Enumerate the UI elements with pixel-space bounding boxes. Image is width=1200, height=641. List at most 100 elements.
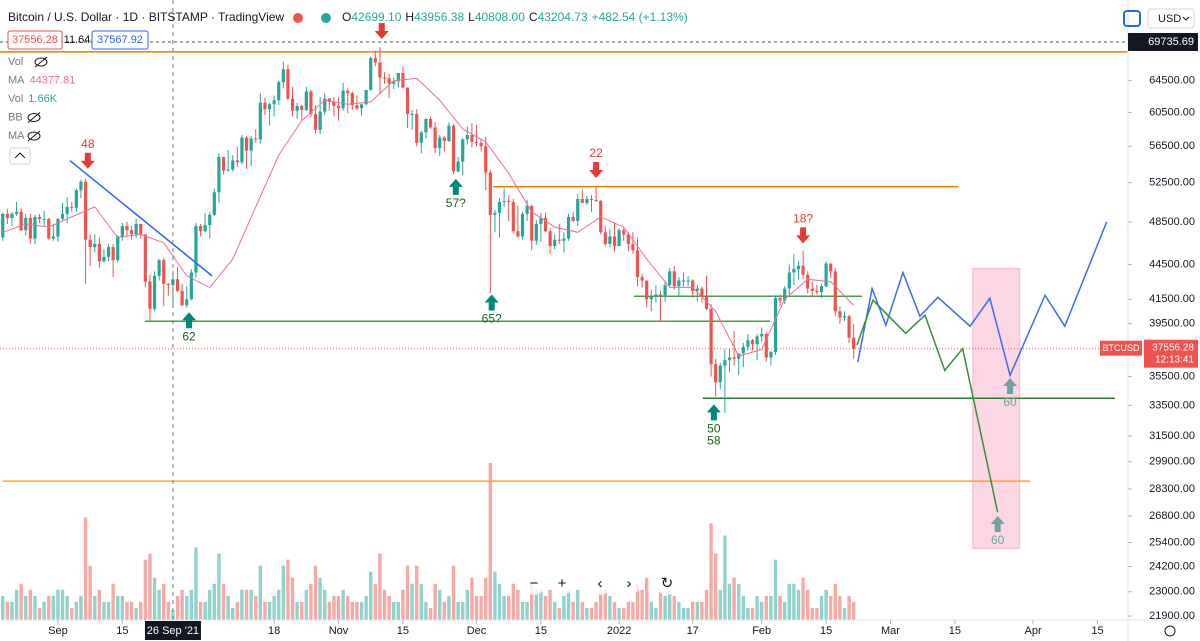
volume-bar bbox=[254, 595, 258, 620]
volume-bar bbox=[451, 565, 456, 620]
candle-body bbox=[332, 101, 336, 106]
candle-body bbox=[346, 90, 350, 94]
candle-body bbox=[336, 105, 341, 109]
candle-body bbox=[686, 280, 690, 282]
candle-body bbox=[382, 77, 387, 79]
volume-bar bbox=[631, 601, 635, 620]
ohlc-change: +482.54 (+1.13%) bbox=[592, 10, 688, 24]
toolbar-button[interactable] bbox=[655, 571, 679, 595]
candle-body bbox=[10, 213, 14, 218]
ask-box[interactable] bbox=[91, 30, 149, 50]
candle-body bbox=[824, 263, 828, 287]
volume-bar bbox=[295, 601, 299, 620]
candle-body bbox=[727, 357, 732, 361]
hidden-icon[interactable] bbox=[27, 131, 41, 141]
volume-bar bbox=[74, 601, 79, 620]
candle-body bbox=[313, 114, 318, 130]
x-tick-label: 15 bbox=[1091, 625, 1103, 637]
x-tick-label: Feb bbox=[752, 625, 771, 637]
hidden-icon[interactable] bbox=[27, 113, 41, 122]
candle-body bbox=[654, 294, 658, 297]
candle-body bbox=[125, 226, 129, 231]
candle-body bbox=[221, 156, 226, 171]
volume-bar bbox=[364, 595, 368, 620]
y-tick-label: 26800.00 bbox=[1149, 510, 1195, 522]
candle-body bbox=[640, 277, 644, 281]
candle-body bbox=[479, 142, 483, 147]
candle-body bbox=[507, 200, 511, 202]
volume-bar bbox=[263, 601, 267, 620]
hidden-icon[interactable] bbox=[34, 57, 48, 67]
settings-button[interactable] bbox=[1164, 625, 1176, 637]
candle-body bbox=[152, 275, 157, 309]
candle-body bbox=[815, 290, 819, 293]
candle-body bbox=[465, 135, 469, 140]
volume-bar bbox=[33, 595, 37, 620]
candle-body bbox=[70, 206, 74, 208]
candle-body bbox=[626, 234, 630, 244]
volume-bar bbox=[42, 601, 46, 620]
candle-body bbox=[778, 298, 782, 301]
volume-bar bbox=[815, 607, 819, 620]
compare-button[interactable] bbox=[1123, 10, 1141, 27]
volume-bar bbox=[507, 595, 511, 620]
candle-body bbox=[649, 296, 653, 300]
volume-bar bbox=[189, 589, 194, 620]
ohlc-value: 43956.38 bbox=[414, 10, 464, 24]
volume-bar bbox=[382, 589, 387, 620]
candle-body bbox=[143, 234, 147, 282]
toolbar-button[interactable] bbox=[550, 571, 574, 595]
volume-bar bbox=[461, 601, 465, 620]
candle-body bbox=[401, 73, 405, 88]
volume-bar bbox=[474, 595, 479, 620]
candle-body bbox=[548, 231, 552, 247]
currency-button[interactable] bbox=[1147, 8, 1195, 29]
legend-label: Vol bbox=[8, 56, 23, 68]
ohlc-value: 43204.73 bbox=[538, 10, 588, 24]
volume-bar bbox=[272, 595, 276, 620]
candle-body bbox=[424, 118, 428, 133]
candle-body bbox=[433, 127, 437, 149]
volume-bar bbox=[221, 583, 226, 620]
arrow bbox=[80, 152, 95, 169]
candle-body bbox=[28, 217, 32, 239]
collapse-button[interactable] bbox=[9, 147, 31, 165]
arrow bbox=[484, 294, 499, 311]
candle-body bbox=[663, 285, 667, 296]
volume-bar bbox=[369, 571, 373, 620]
volume-bar bbox=[5, 601, 10, 620]
candle-body bbox=[37, 216, 42, 219]
y-tick-label: 56500.00 bbox=[1149, 140, 1195, 152]
candle-body bbox=[97, 243, 101, 262]
toolbar-icon: › bbox=[627, 575, 632, 592]
candle-body bbox=[309, 91, 313, 115]
last-price-tag bbox=[1144, 339, 1198, 368]
toolbar-icon: − bbox=[530, 575, 539, 592]
y-tick-label: 33500.00 bbox=[1149, 399, 1195, 411]
candle-body bbox=[732, 357, 736, 359]
toolbar-button[interactable] bbox=[617, 571, 641, 595]
toolbar-button[interactable] bbox=[522, 571, 546, 595]
volume-bar bbox=[635, 583, 640, 620]
candle-body bbox=[194, 226, 198, 273]
volume-bar bbox=[695, 601, 699, 620]
candle-body bbox=[148, 281, 152, 309]
toolbar-icon: ‹ bbox=[598, 575, 603, 592]
volume-bar bbox=[267, 601, 272, 620]
candle-body bbox=[764, 333, 768, 358]
candle-body bbox=[378, 62, 382, 78]
volume-bar bbox=[286, 559, 290, 620]
volume-bar bbox=[359, 601, 364, 620]
arrow-label: 50 bbox=[707, 421, 721, 435]
volume-bar bbox=[599, 583, 603, 620]
ohlc-key: H bbox=[405, 10, 414, 24]
candle-body bbox=[801, 265, 805, 275]
candle-body bbox=[718, 365, 722, 383]
candle-body bbox=[244, 137, 249, 151]
volume-bar bbox=[378, 553, 382, 620]
bid-box[interactable] bbox=[7, 30, 63, 50]
candle-body bbox=[369, 58, 373, 90]
toolbar-button[interactable] bbox=[588, 571, 612, 595]
arrow-label: 22 bbox=[589, 146, 603, 160]
toolbar-icon: + bbox=[558, 575, 567, 592]
